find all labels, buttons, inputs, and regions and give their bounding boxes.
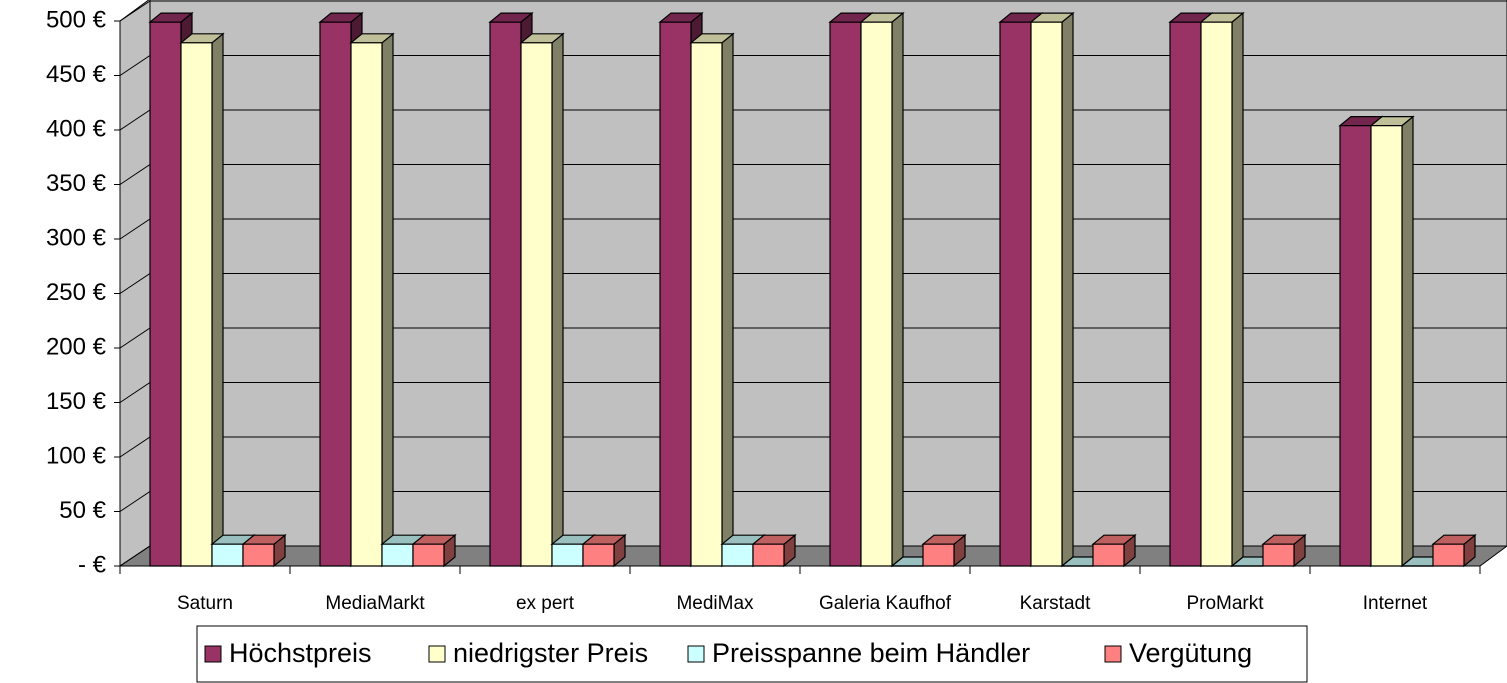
bar-face [860, 21, 893, 567]
bar-face [659, 21, 692, 567]
bar-face [412, 543, 445, 567]
bar [1199, 11, 1245, 568]
bar [689, 32, 735, 568]
y-tick-label: 450 € [46, 61, 107, 88]
x-tick-label: ProMarkt [1186, 593, 1264, 614]
x-tick-label: ex pert [516, 593, 575, 614]
y-tick-label: 250 € [46, 279, 107, 306]
bar [859, 11, 905, 568]
bar-face [180, 42, 213, 567]
bar-face [520, 42, 553, 567]
legend-swatch [204, 645, 222, 663]
legend-swatch [687, 645, 705, 663]
bar [751, 533, 797, 568]
x-tick-label: MediaMarkt [325, 593, 425, 614]
bar-face [1339, 125, 1372, 567]
bar-face [999, 21, 1032, 567]
y-tick-label: 400 € [46, 115, 107, 142]
legend-swatch [428, 645, 446, 663]
bar-face [1370, 125, 1403, 567]
bar-face [752, 543, 785, 567]
bar-face [1401, 115, 1414, 568]
bar-face [721, 543, 754, 567]
x-tick-label: Saturn [177, 593, 233, 614]
bar [921, 533, 967, 568]
bar-face [381, 32, 394, 568]
y-tick-label: 500 € [46, 6, 107, 33]
bar-face [922, 543, 955, 567]
y-tick-label: 350 € [46, 170, 107, 197]
bar-face [551, 543, 584, 567]
bar [411, 533, 457, 568]
y-tick-label: 200 € [46, 333, 107, 360]
bar [581, 533, 627, 568]
bar-face [211, 543, 244, 567]
bar [1369, 115, 1415, 568]
bar-face [690, 42, 723, 567]
y-tick-label: 50 € [59, 497, 106, 524]
bar-face [1432, 543, 1465, 567]
bar-face [149, 21, 182, 567]
x-tick-label: Internet [1363, 593, 1428, 614]
x-tick-label: MediMax [676, 593, 754, 614]
bar-face [582, 543, 615, 567]
bar-face [211, 32, 224, 568]
bar [519, 32, 565, 568]
y-tick-label: 300 € [46, 224, 107, 251]
legend-label: Höchstpreis [229, 638, 372, 668]
bar-face [319, 21, 352, 567]
bar-face [489, 21, 522, 567]
bar-face [350, 42, 383, 567]
bar [1091, 533, 1137, 568]
x-tick-label: Galeria Kaufhof [819, 593, 952, 614]
bar [1431, 533, 1477, 568]
bar-face [1030, 21, 1063, 567]
bar-face [1231, 11, 1244, 568]
bar-face [1200, 21, 1233, 567]
bar-face [1061, 11, 1074, 568]
bar-face [381, 543, 414, 567]
bar-face [1092, 543, 1125, 567]
bar-face [551, 32, 564, 568]
bar-face [829, 21, 862, 567]
legend-swatch [1104, 645, 1122, 663]
y-tick-label: 100 € [46, 442, 107, 469]
bar [349, 32, 395, 568]
legend [196, 625, 1308, 683]
bar-face [721, 32, 734, 568]
bar-face [891, 11, 904, 568]
y-tick-label: 150 € [46, 388, 107, 415]
legend-label: Vergütung [1129, 638, 1252, 668]
bar [1261, 533, 1307, 568]
legend-label: niedrigster Preis [453, 638, 648, 668]
x-tick-label: Karstadt [1020, 593, 1091, 614]
legend-label: Preisspanne beim Händler [712, 638, 1030, 668]
y-tick-label: - € [78, 551, 107, 578]
grid-line [119, 0, 1507, 22]
bar [179, 32, 225, 568]
bar-face [1169, 21, 1202, 567]
bar-face [1262, 543, 1295, 567]
bar [241, 533, 287, 568]
bar-face [242, 543, 275, 567]
bar [1029, 11, 1075, 568]
